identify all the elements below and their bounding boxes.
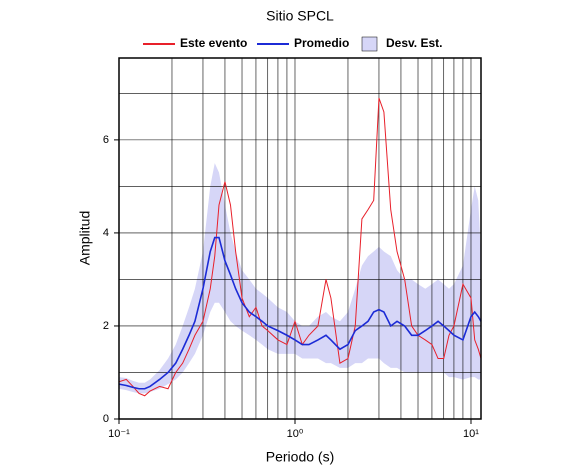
chart-title: Sitio SPCL <box>266 8 334 24</box>
series-line <box>118 236 482 390</box>
plot-frame <box>118 57 482 420</box>
series-line <box>118 97 482 397</box>
std-band <box>119 163 481 394</box>
legend-label: Promedio <box>294 36 349 50</box>
y-tick-label: 4 <box>103 227 109 239</box>
y-tick-label: 0 <box>103 413 109 425</box>
y-axis-title: Amplitud <box>77 211 93 265</box>
legend-swatch <box>361 36 378 52</box>
x-tick-label: 10⁻¹ <box>108 428 130 440</box>
legend-label: Este evento <box>180 36 247 50</box>
x-axis-title: Periodo (s) <box>266 449 334 465</box>
y-tick-label: 2 <box>103 320 109 332</box>
x-tick-label: 10¹ <box>463 428 479 440</box>
legend-label: Desv. Est. <box>386 36 442 50</box>
y-tick-label: 6 <box>103 134 109 146</box>
x-tick-label: 10⁰ <box>287 428 304 440</box>
